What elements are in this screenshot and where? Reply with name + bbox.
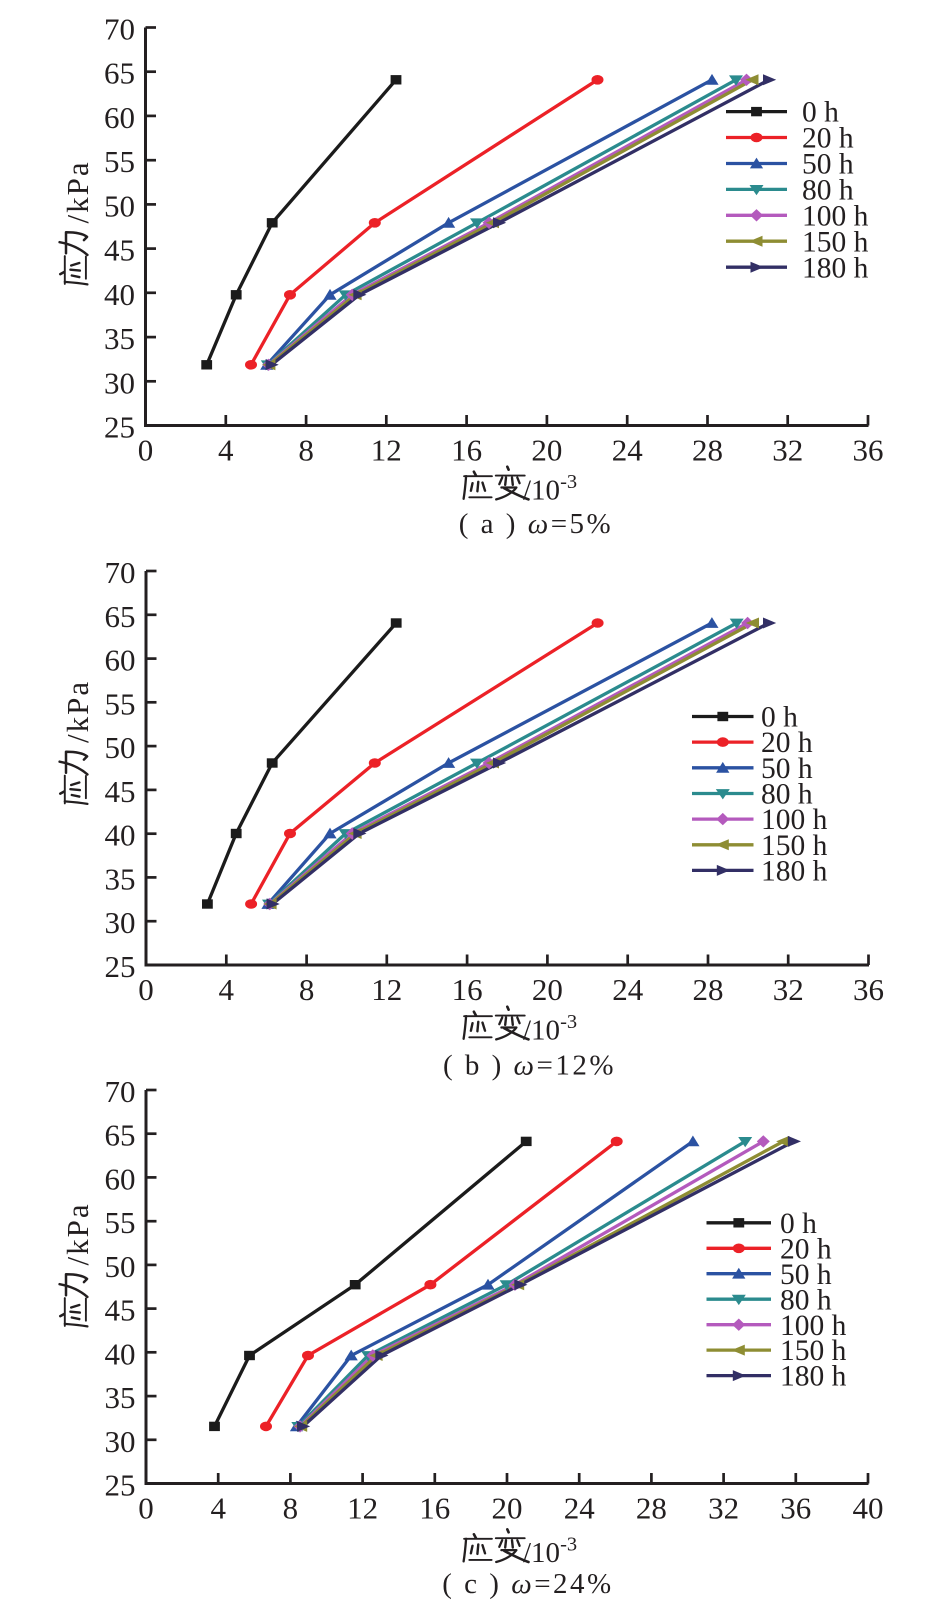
svg-text:12: 12 <box>347 1491 378 1526</box>
svg-text:( b ) ω=12%: ( b ) ω=12% <box>443 1049 616 1081</box>
svg-text:150 h: 150 h <box>761 830 828 862</box>
svg-text:80 h: 80 h <box>802 175 854 207</box>
svg-text:20 h: 20 h <box>780 1233 832 1265</box>
svg-text:45: 45 <box>105 1293 136 1328</box>
svg-text:36: 36 <box>853 972 884 1007</box>
svg-text:55: 55 <box>105 1205 136 1240</box>
svg-text:20: 20 <box>492 1491 523 1526</box>
svg-text:32: 32 <box>708 1491 739 1526</box>
svg-text:45: 45 <box>104 233 135 268</box>
svg-text:35: 35 <box>105 1380 136 1415</box>
svg-text:28: 28 <box>693 972 724 1007</box>
svg-text:50: 50 <box>104 188 135 223</box>
svg-text:30: 30 <box>104 365 135 400</box>
svg-text:180 h: 180 h <box>761 856 828 888</box>
svg-text:24: 24 <box>612 433 644 468</box>
svg-text:100 h: 100 h <box>802 200 869 232</box>
svg-text:20: 20 <box>531 433 562 468</box>
svg-text:20 h: 20 h <box>802 123 854 155</box>
svg-text:30: 30 <box>105 1424 136 1459</box>
svg-text:60: 60 <box>105 643 136 678</box>
svg-text:50 h: 50 h <box>802 149 854 181</box>
svg-text:40: 40 <box>853 1491 884 1526</box>
svg-text:0 h: 0 h <box>780 1208 817 1240</box>
svg-text:45: 45 <box>105 774 136 809</box>
svg-text:4: 4 <box>210 1491 226 1526</box>
svg-text:12: 12 <box>371 433 402 468</box>
svg-text:50 h: 50 h <box>761 753 813 785</box>
svg-text:24: 24 <box>612 972 644 1007</box>
svg-text:4: 4 <box>218 433 234 468</box>
svg-text:( a ) ω=5%: ( a ) ω=5% <box>459 508 613 540</box>
svg-text:80 h: 80 h <box>780 1284 832 1316</box>
svg-text:( c ) ω=24%: ( c ) ω=24% <box>442 1568 613 1600</box>
svg-text:12: 12 <box>371 972 402 1007</box>
svg-text:32: 32 <box>773 972 804 1007</box>
svg-text:70: 70 <box>105 555 136 590</box>
svg-text:40: 40 <box>105 818 136 853</box>
svg-text:60: 60 <box>105 1161 136 1196</box>
svg-text:25: 25 <box>105 1468 136 1503</box>
svg-text:40: 40 <box>104 277 135 312</box>
svg-text:35: 35 <box>104 321 135 356</box>
svg-text:180 h: 180 h <box>780 1361 847 1393</box>
svg-text:16: 16 <box>419 1491 450 1526</box>
svg-text:24: 24 <box>564 1491 596 1526</box>
svg-text:50: 50 <box>105 1249 136 1284</box>
svg-text:35: 35 <box>105 861 136 896</box>
svg-text:65: 65 <box>104 56 135 91</box>
svg-text:8: 8 <box>298 433 314 468</box>
svg-text:150 h: 150 h <box>802 226 869 258</box>
svg-text:0: 0 <box>138 972 154 1007</box>
svg-text:8: 8 <box>299 972 315 1007</box>
svg-text:4: 4 <box>219 972 235 1007</box>
svg-text:80 h: 80 h <box>761 779 813 811</box>
svg-text:55: 55 <box>105 686 136 721</box>
svg-text:100 h: 100 h <box>761 804 828 836</box>
svg-text:180 h: 180 h <box>802 252 869 284</box>
svg-text:70: 70 <box>104 12 135 47</box>
svg-text:65: 65 <box>105 1118 136 1153</box>
svg-text:/kPa: /kPa <box>60 160 95 223</box>
svg-text:/kPa: /kPa <box>60 680 95 743</box>
svg-text:16: 16 <box>452 972 483 1007</box>
svg-text:0 h: 0 h <box>802 97 839 129</box>
svg-text:50: 50 <box>105 730 136 765</box>
svg-text:0: 0 <box>138 433 154 468</box>
svg-text:30: 30 <box>105 905 136 940</box>
svg-text:65: 65 <box>105 599 136 634</box>
svg-text:0 h: 0 h <box>761 702 798 734</box>
svg-text:100 h: 100 h <box>780 1310 847 1342</box>
svg-text:50 h: 50 h <box>780 1259 832 1291</box>
svg-text:0: 0 <box>138 1491 154 1526</box>
svg-text:28: 28 <box>636 1491 667 1526</box>
svg-text:20: 20 <box>532 972 563 1007</box>
svg-text:/kPa: /kPa <box>60 1202 95 1265</box>
svg-text:36: 36 <box>853 433 884 468</box>
svg-text:150 h: 150 h <box>780 1335 847 1367</box>
svg-text:25: 25 <box>104 410 135 445</box>
svg-text:40: 40 <box>105 1336 136 1371</box>
svg-text:20 h: 20 h <box>761 727 813 759</box>
svg-text:55: 55 <box>104 144 135 179</box>
svg-text:25: 25 <box>105 949 136 984</box>
svg-text:8: 8 <box>283 1491 299 1526</box>
svg-text:36: 36 <box>780 1491 811 1526</box>
svg-text:32: 32 <box>772 433 803 468</box>
svg-text:28: 28 <box>692 433 723 468</box>
svg-text:60: 60 <box>104 100 135 135</box>
svg-text:70: 70 <box>105 1074 136 1109</box>
svg-text:16: 16 <box>451 433 482 468</box>
